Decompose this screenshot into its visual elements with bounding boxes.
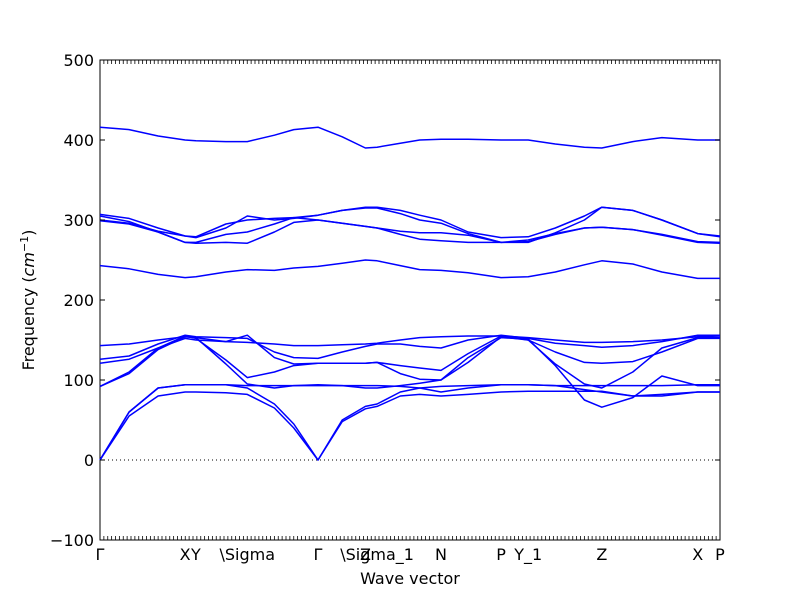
x-tick-label: Γ [314,545,323,564]
x-tick-label: Y_1 [513,545,542,565]
x-tick-label: Z [596,545,607,564]
x-tick-label: X [692,545,703,564]
x-axis-label: Wave vector [360,569,460,588]
y-tick-label: 500 [63,51,94,70]
y-tick-label: 100 [63,371,94,390]
y-tick-label: 200 [63,291,94,310]
x-tick-label: P [496,545,506,564]
axes-frame [99,59,721,541]
branch-line-7 [99,335,721,347]
x-tick-label: P [715,545,725,564]
y-tick-label: 400 [63,131,94,150]
y-tick-label: 0 [84,451,94,470]
y-axis-ticks: −100 0 100 200 300 400 500 [50,51,720,550]
x-tick-label: N [435,545,447,564]
x-axis-ticks: Γ X Y \Sigma Γ Z\Sigma_1 N P Y_1 Z X P [96,60,725,565]
branch-line-14 [99,390,720,461]
branch-line-5 [99,219,721,244]
x-tick-label: Γ [96,545,105,564]
phonon-branches [99,126,721,461]
branch-line-1 [99,126,720,149]
branch-line-8 [99,334,720,360]
branch-line-2 [99,206,721,239]
y-tick-label: 300 [63,211,94,230]
branch-line-9 [99,334,720,372]
branch-line-4 [99,216,721,244]
branch-line-11 [99,336,720,408]
branch-line-12 [99,384,720,461]
x-tick-label: X [180,545,191,564]
x-tick-label: Y [190,545,201,564]
x-tick-label: \Sigma_1 [340,545,414,565]
branch-line-3 [99,206,721,244]
branch-line-13 [99,384,720,461]
y-tick-label: −100 [50,531,94,550]
y-axis-label: Frequency (cm−1) [18,230,38,371]
x-tick-label: Z [360,545,371,564]
x-tick-label: \Sigma [219,545,275,564]
branch-line-6 [99,259,720,280]
